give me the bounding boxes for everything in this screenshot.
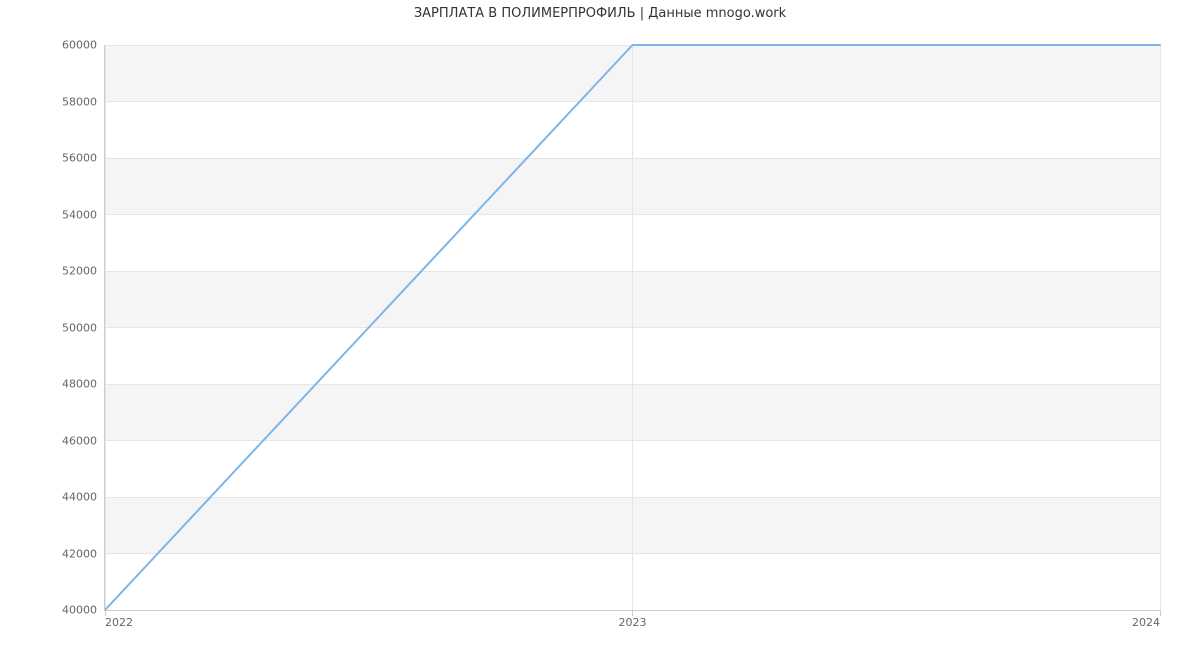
- y-tick-label: 56000: [62, 152, 105, 165]
- chart-line-series: [105, 45, 1160, 610]
- y-tick-label: 42000: [62, 547, 105, 560]
- x-tick-mark: [1160, 610, 1161, 616]
- y-tick-label: 40000: [62, 604, 105, 617]
- x-tick-label: 2022: [105, 610, 133, 629]
- y-tick-label: 46000: [62, 434, 105, 447]
- x-tick-label: 2024: [1132, 610, 1160, 629]
- y-tick-label: 60000: [62, 39, 105, 52]
- y-tick-label: 44000: [62, 491, 105, 504]
- y-tick-label: 50000: [62, 321, 105, 334]
- salary-line-chart: ЗАРПЛАТА В ПОЛИМЕРПРОФИЛЬ | Данные mnogo…: [0, 0, 1200, 650]
- x-tick-mark: [105, 610, 106, 616]
- y-tick-label: 48000: [62, 378, 105, 391]
- y-tick-label: 54000: [62, 208, 105, 221]
- chart-title: ЗАРПЛАТА В ПОЛИМЕРПРОФИЛЬ | Данные mnogo…: [0, 6, 1200, 21]
- series-line-salary: [105, 45, 1160, 610]
- y-tick-label: 52000: [62, 265, 105, 278]
- y-tick-label: 58000: [62, 95, 105, 108]
- x-tick-mark: [632, 610, 633, 616]
- plot-area: 4000042000440004600048000500005200054000…: [105, 45, 1160, 610]
